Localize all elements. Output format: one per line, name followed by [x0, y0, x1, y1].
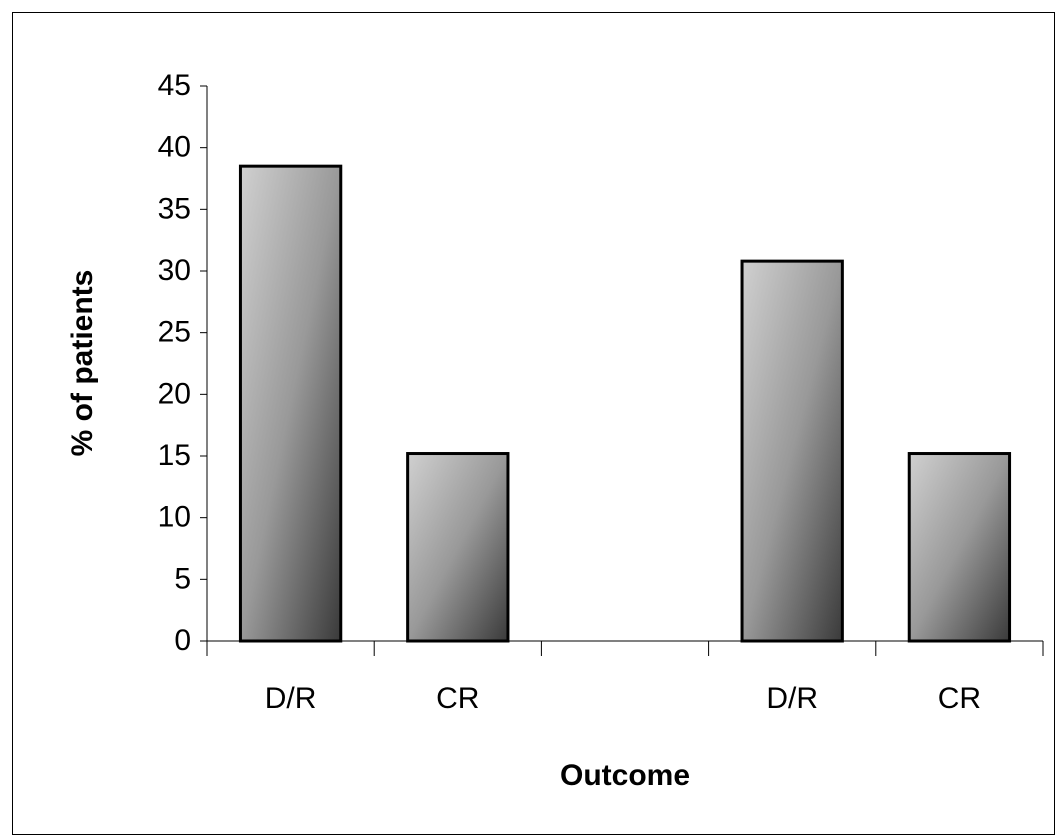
x-tick-label: D/R: [265, 682, 317, 715]
bar: [907, 452, 1012, 643]
x-tick-label: D/R: [766, 682, 818, 715]
y-tick-label: 0: [174, 624, 191, 657]
y-tick-label: 20: [158, 377, 191, 410]
y-axis-title: % of patients: [66, 270, 99, 457]
y-tick-label: 25: [158, 316, 191, 349]
y-tick-label: 30: [158, 254, 191, 287]
y-tick-label: 15: [158, 439, 191, 472]
bar: [740, 259, 844, 643]
x-axis-title: Outcome: [560, 759, 690, 792]
bar: [238, 164, 343, 643]
y-tick-label: 45: [158, 69, 191, 102]
y-tick-label: 10: [158, 501, 191, 534]
y-tick-label: 35: [158, 192, 191, 225]
y-tick-label: 5: [174, 562, 191, 595]
x-tick-label: CR: [436, 682, 479, 715]
x-tick-label: CR: [938, 682, 981, 715]
chart-frame: [12, 12, 1055, 835]
y-tick-label: 40: [158, 131, 191, 164]
bar: [406, 452, 510, 643]
